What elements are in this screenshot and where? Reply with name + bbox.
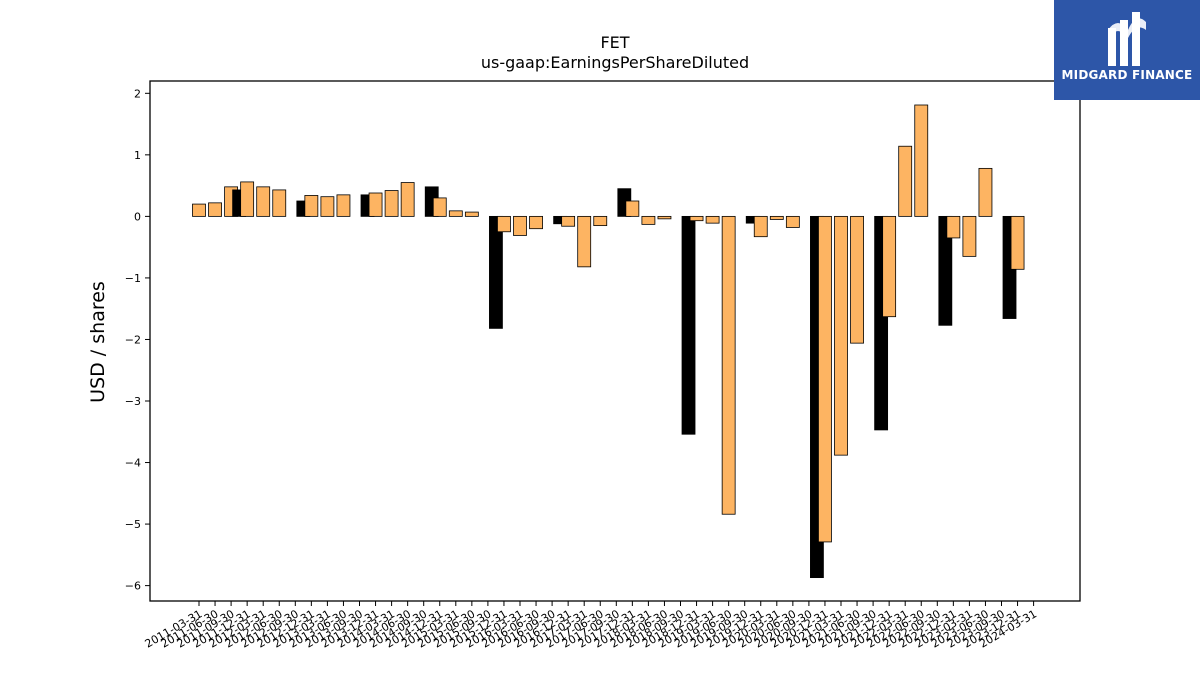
bar-quarter — [753, 215, 768, 238]
bar-quarter — [561, 215, 576, 227]
bar-quarter — [657, 215, 672, 220]
bar-quarter — [593, 215, 608, 227]
bar-quarter — [272, 189, 287, 217]
bar-quarter — [336, 194, 351, 217]
bar-quarter — [320, 196, 335, 217]
chart-subtitle: us-gaap:EarningsPerShareDiluted — [481, 53, 749, 72]
bar-quarter — [625, 200, 640, 217]
bar-quarter — [529, 215, 543, 230]
bar-quarter — [240, 181, 255, 217]
y-tick-label: −2 — [125, 333, 141, 346]
y-axis-ticks: 2 1 0 −1 −2 −3 −4 −5 −6 — [125, 87, 150, 593]
bar-quarter — [497, 215, 511, 233]
midgard-finance-logo: MIDGARD FINANCE — [1054, 0, 1200, 100]
bar-annual — [681, 215, 696, 435]
bar-quarter — [850, 215, 864, 344]
bar-quarter — [464, 211, 479, 217]
bar-annual — [938, 215, 953, 326]
y-tick-label: −1 — [125, 272, 141, 285]
bar-quarter — [689, 215, 704, 222]
bar-quarter — [946, 215, 961, 239]
bar-quarter — [208, 202, 222, 217]
y-tick-label: −3 — [125, 395, 141, 408]
y-tick-label: −6 — [125, 580, 141, 593]
plot-area-frame — [149, 80, 1081, 602]
bar-quarter — [192, 203, 206, 217]
bar-quarter — [577, 215, 592, 268]
y-axis-label: USD / shares — [87, 281, 109, 403]
bar-quarter — [769, 215, 784, 220]
bar-quarter — [721, 215, 736, 515]
midgard-m-mark-icon — [1108, 12, 1146, 66]
bar-quarter — [882, 215, 897, 318]
bar-quarter — [368, 192, 383, 217]
bar-quarter — [432, 197, 447, 217]
y-tick-label: 0 — [134, 210, 141, 223]
y-tick-label: −5 — [125, 518, 141, 531]
y-tick-label: −4 — [125, 457, 141, 470]
y-tick-label: 2 — [134, 87, 141, 100]
bar-quarter — [834, 215, 848, 456]
bar-quarter — [513, 215, 527, 236]
bar-quarter — [384, 190, 399, 217]
bar-quarter — [256, 186, 271, 217]
bar-quarter — [785, 215, 800, 228]
x-axis-ticks: 2011-03-312011-06-302011-09-302011-12-31… — [143, 601, 1039, 651]
bar-quarter — [705, 215, 720, 224]
bars-layer — [192, 104, 1025, 579]
bar-quarter — [914, 104, 929, 217]
bar-quarter — [304, 195, 319, 217]
bar-quarter — [962, 215, 977, 257]
bar-annual — [489, 215, 503, 329]
y-tick-label: 1 — [134, 149, 141, 162]
bar-quarter — [898, 145, 913, 217]
chart-title: FET — [600, 33, 629, 52]
bar-quarter — [641, 215, 656, 225]
bar-quarter — [400, 182, 415, 217]
bar-quarter — [1010, 215, 1025, 270]
bar-quarter — [818, 215, 832, 543]
bar-quarter — [448, 210, 463, 217]
logo-text: MIDGARD FINANCE — [1061, 68, 1193, 82]
bar-quarter — [978, 167, 993, 217]
